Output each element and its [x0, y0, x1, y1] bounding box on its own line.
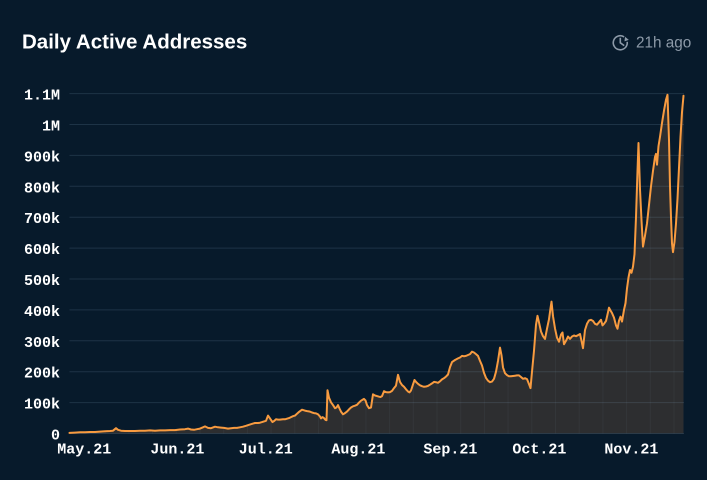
svg-text:100k: 100k — [24, 397, 60, 414]
svg-text:200k: 200k — [24, 366, 60, 383]
svg-text:Daily Active Addresses: Daily Active Addresses — [22, 31, 247, 54]
svg-text:1M: 1M — [42, 119, 60, 136]
svg-text:500k: 500k — [24, 273, 60, 290]
svg-text:300k: 300k — [24, 335, 60, 352]
svg-text:Jun.21: Jun.21 — [150, 442, 204, 459]
svg-text:Aug.21: Aug.21 — [331, 442, 385, 459]
svg-text:400k: 400k — [24, 304, 60, 321]
svg-text:800k: 800k — [24, 180, 60, 197]
svg-text:700k: 700k — [24, 211, 60, 228]
svg-text:Sep.21: Sep.21 — [423, 442, 477, 459]
svg-text:Nov.21: Nov.21 — [604, 442, 658, 459]
svg-text:900k: 900k — [24, 149, 60, 166]
svg-text:21h ago: 21h ago — [636, 34, 691, 51]
svg-text:600k: 600k — [24, 242, 60, 259]
svg-text:1.1M: 1.1M — [24, 88, 60, 105]
svg-text:Jul.21: Jul.21 — [239, 442, 293, 459]
svg-text:0: 0 — [51, 428, 60, 445]
svg-text:May.21: May.21 — [57, 442, 111, 459]
svg-text:Oct.21: Oct.21 — [512, 442, 566, 459]
